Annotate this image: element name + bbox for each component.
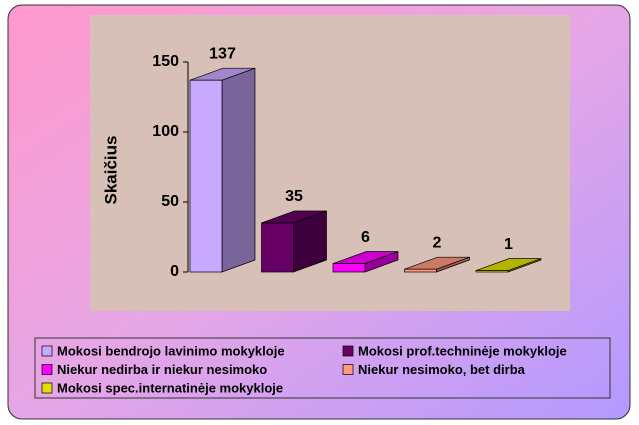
legend-swatch xyxy=(41,382,53,394)
legend-swatch xyxy=(342,345,354,357)
legend-label: Niekur nedirba ir niekur nesimoko xyxy=(57,362,267,377)
y-tick-label: 150 xyxy=(152,53,179,70)
bar xyxy=(475,258,542,273)
y-tick-label: 0 xyxy=(170,263,179,280)
legend-swatch xyxy=(41,345,53,357)
y-tick-label: 50 xyxy=(161,193,179,210)
bar-front xyxy=(189,79,223,273)
plot-area xyxy=(90,15,570,311)
legend-swatch xyxy=(342,364,354,375)
data-label: 137 xyxy=(209,45,236,62)
data-label: 6 xyxy=(361,229,370,246)
data-label: 35 xyxy=(285,188,303,205)
data-label: 2 xyxy=(433,234,442,251)
legend-label: Mokosi spec.internatinėje mokykloje xyxy=(57,380,283,395)
y-axis-title: Skaičius xyxy=(101,136,120,205)
bar xyxy=(404,256,470,273)
bar-front xyxy=(404,268,437,273)
legend-label: Mokosi prof.techninėje mokykloje xyxy=(358,343,567,358)
data-label: 1 xyxy=(504,236,513,253)
bar-front xyxy=(261,222,294,273)
bar-front xyxy=(475,270,509,273)
bar-front xyxy=(332,263,366,273)
bar xyxy=(189,67,256,273)
bar xyxy=(332,251,399,273)
legend-label: Mokosi bendrojo lavinimo mokykloje xyxy=(57,343,285,358)
legend-box xyxy=(34,337,611,399)
y-tick-label: 100 xyxy=(152,123,179,140)
bar-side xyxy=(221,67,256,273)
bar xyxy=(261,210,327,273)
legend-swatch xyxy=(41,364,53,375)
legend-label: Niekur nesimoko, bet dirba xyxy=(358,362,526,377)
